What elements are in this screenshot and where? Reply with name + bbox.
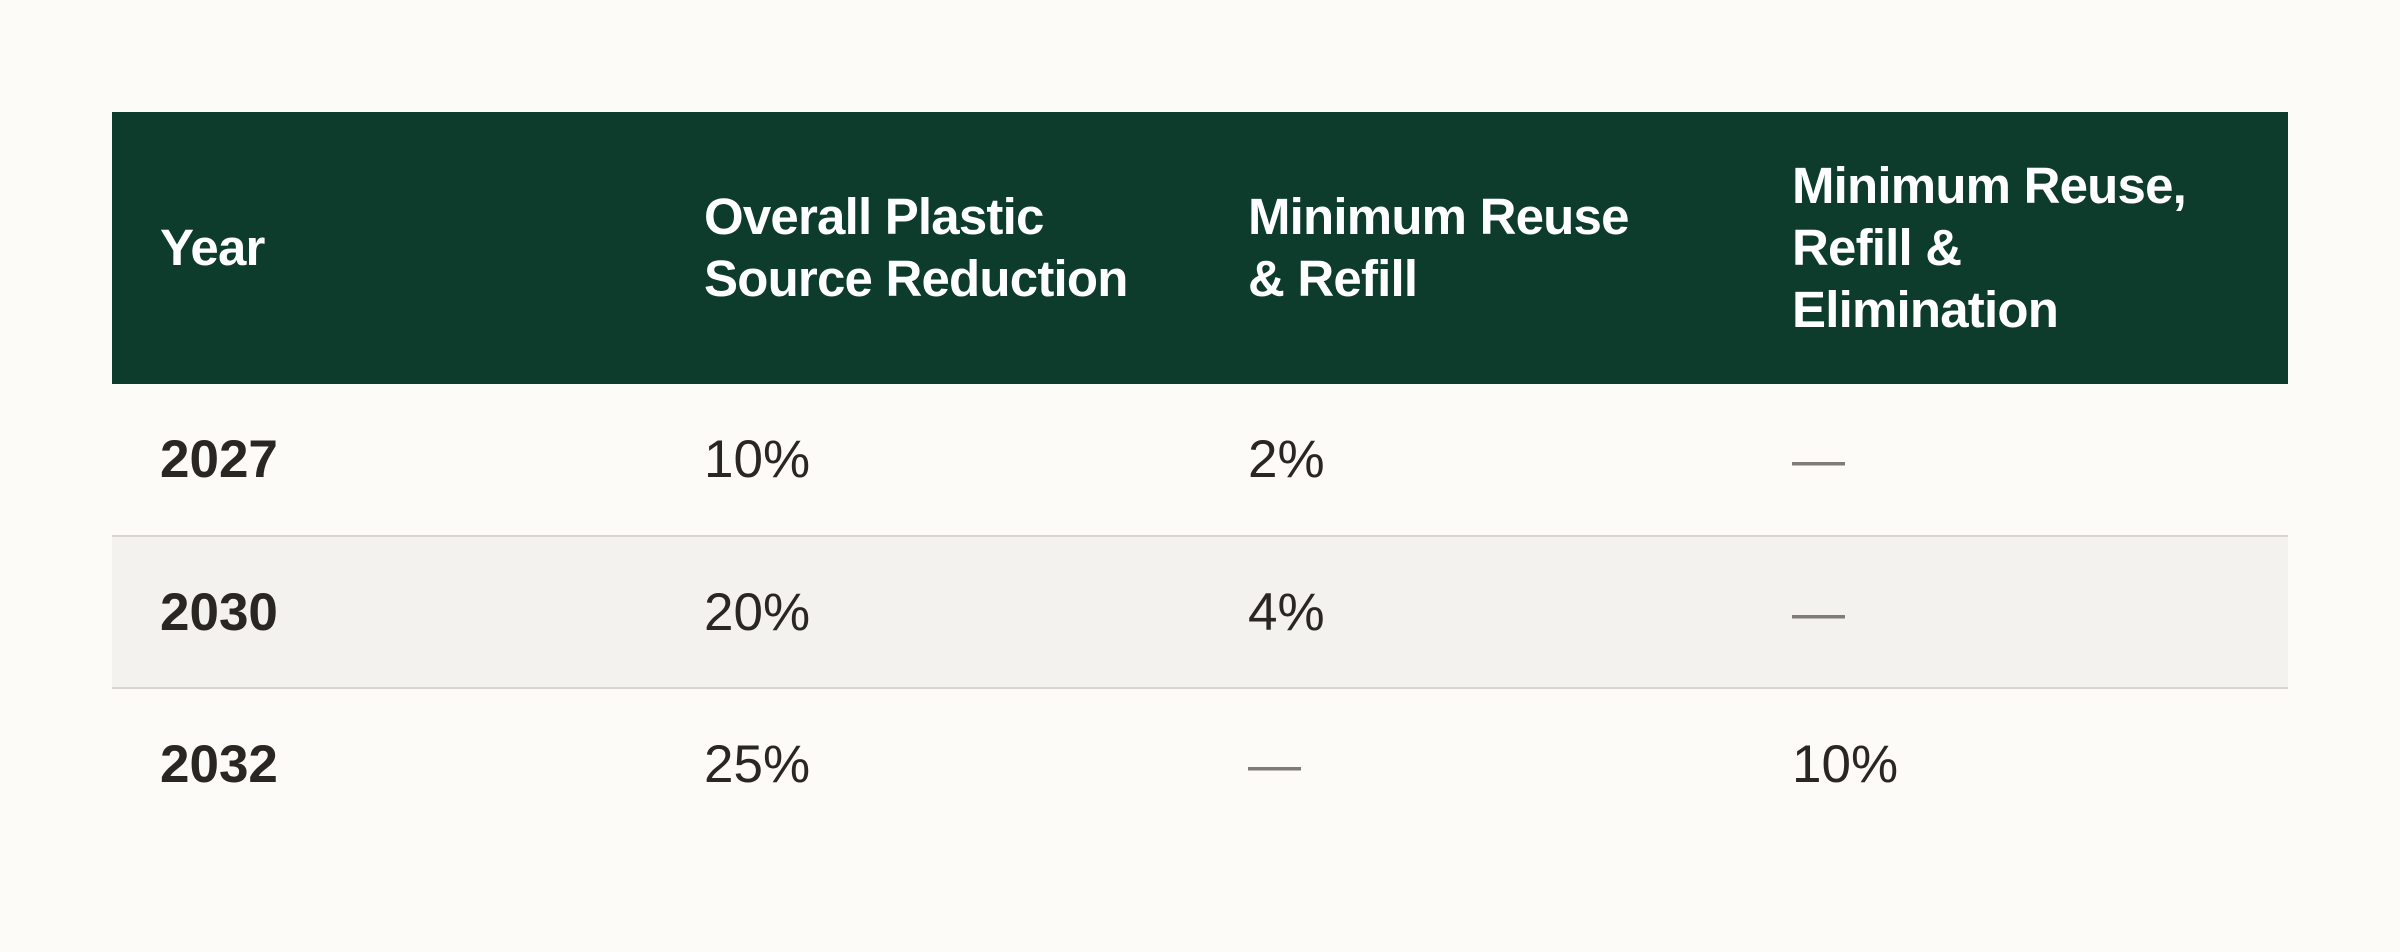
cell-year: 2032 <box>160 735 278 794</box>
cell-reuse-refill-elimination: — <box>1792 582 1845 642</box>
table-body: 2027 10% 2% — 2030 20% 4% — 2032 25% — 1… <box>112 384 2288 840</box>
cell-overall-reduction: 10% <box>704 430 811 489</box>
cell-reuse-refill: 4% <box>1248 582 1325 642</box>
reduction-targets-table: Year Overall Plastic Source Reduction Mi… <box>112 112 2288 840</box>
cell-reuse-refill: — <box>1248 735 1301 794</box>
table-header: Year Overall Plastic Source Reduction Mi… <box>112 112 2288 384</box>
cell-reuse-refill-elimination: 10% <box>1792 735 1899 794</box>
header-row: Year Overall Plastic Source Reduction Mi… <box>112 112 2288 384</box>
cell-year: 2030 <box>160 582 278 642</box>
reduction-table-container: Year Overall Plastic Source Reduction Mi… <box>112 112 2288 840</box>
cell-overall-reduction: 25% <box>704 735 811 794</box>
table-row: 2032 25% — 10% <box>112 688 2288 840</box>
table-row: 2027 10% 2% — <box>112 384 2288 536</box>
cell-overall-reduction: 20% <box>704 582 811 642</box>
header-minimum-reuse-refill-elimination: Minimum Reuse, Refill & Elimination <box>1792 157 2187 338</box>
cell-reuse-refill: 2% <box>1248 430 1325 489</box>
header-minimum-reuse-refill: Minimum Reuse & Refill <box>1248 188 1629 307</box>
cell-reuse-refill-elimination: — <box>1792 430 1845 489</box>
header-year: Year <box>160 219 265 276</box>
table-row: 2030 20% 4% — <box>112 536 2288 688</box>
cell-year: 2027 <box>160 430 278 489</box>
header-overall-plastic-source-reduction: Overall Plastic Source Reduction <box>704 188 1128 307</box>
